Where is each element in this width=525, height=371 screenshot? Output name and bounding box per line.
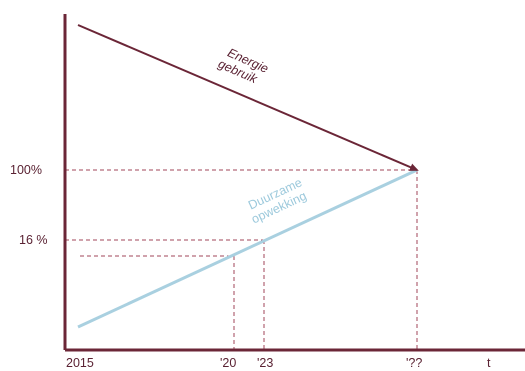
series-label-energy: Energie gebruik: [216, 46, 270, 87]
series-line-energy: [77, 24, 419, 171]
y-tick-label-100: 100%: [10, 163, 42, 177]
x-tick-label-t: t: [487, 356, 491, 370]
x-tick-label-unknown: '??: [406, 356, 422, 370]
y-tick-label-16: 16 %: [19, 233, 48, 247]
x-tick-label-23: '23: [257, 356, 273, 370]
series-label-renewable: Duurzame opwekking: [246, 175, 309, 226]
x-tick-label-20: '20: [220, 356, 236, 370]
x-tick-label-2015: 2015: [66, 356, 94, 370]
series-line-renewable: [77, 168, 418, 329]
